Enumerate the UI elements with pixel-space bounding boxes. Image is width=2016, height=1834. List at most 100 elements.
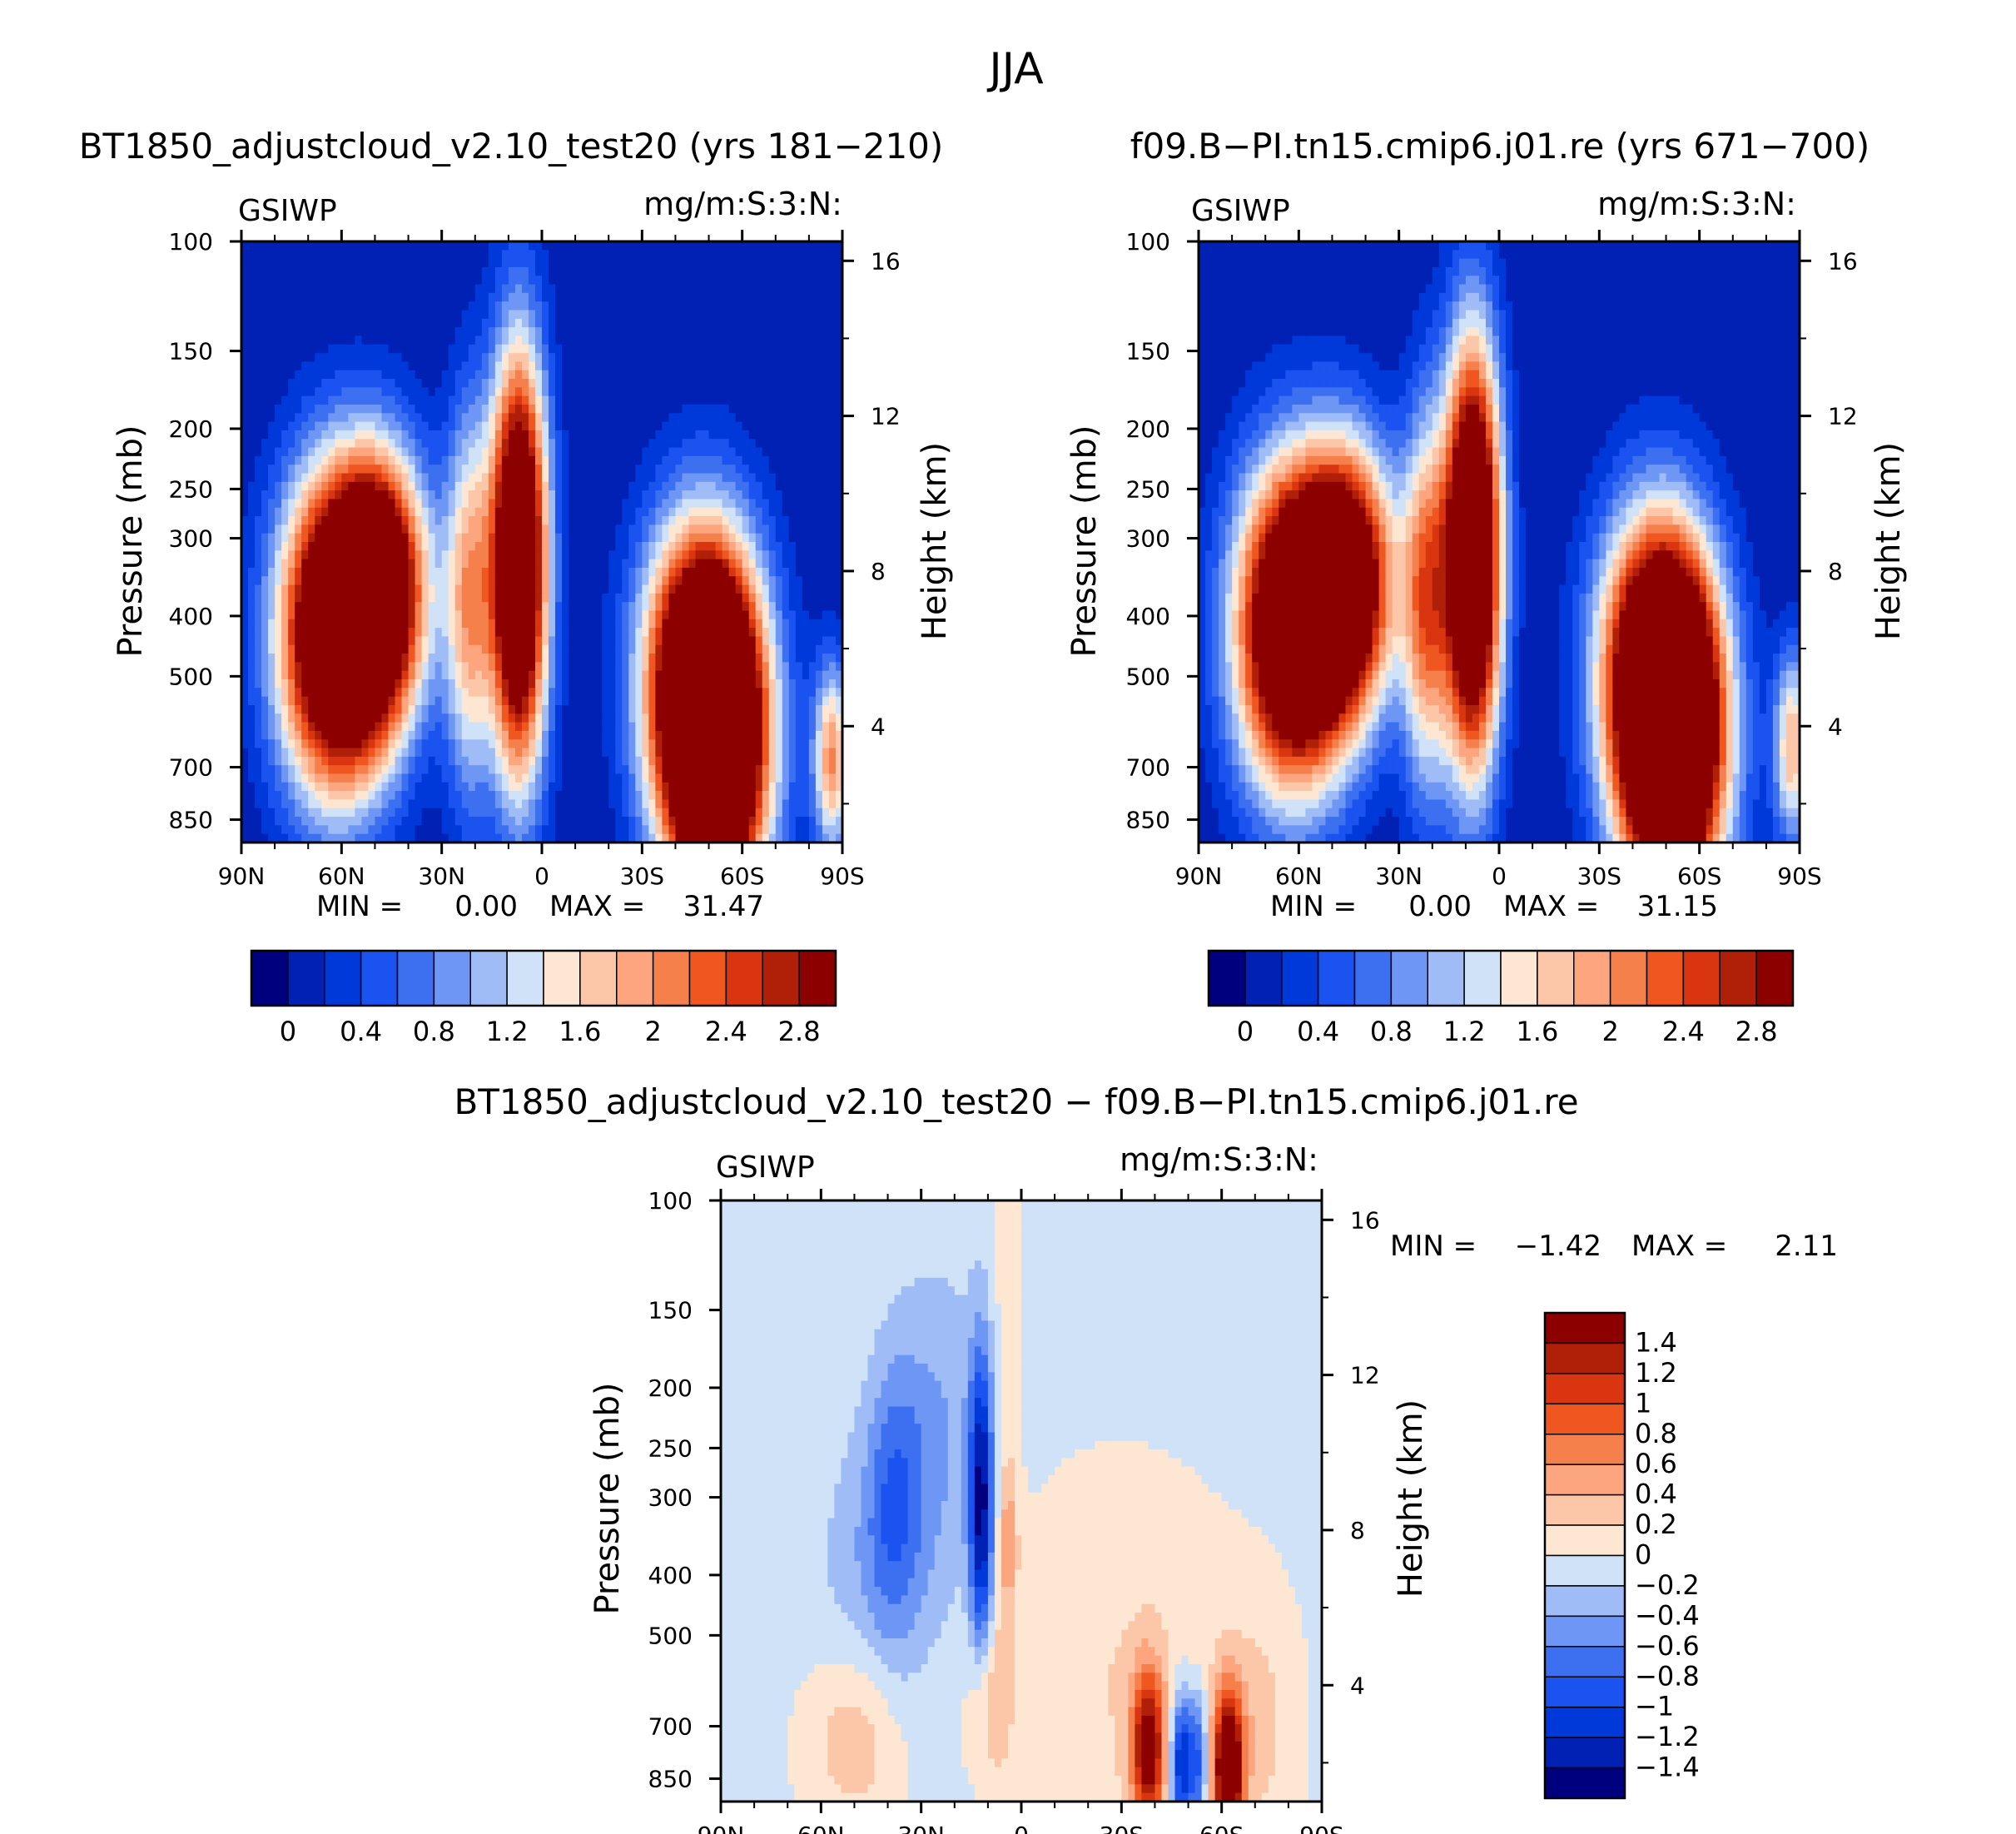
panel-a-field-cell xyxy=(768,644,777,654)
panel-a-field-cell xyxy=(481,430,489,440)
panel-a-field-cell xyxy=(295,301,302,311)
panel-a-field-cell xyxy=(381,559,390,569)
panel-a-field-cell xyxy=(735,284,743,294)
panel-a-field-cell xyxy=(735,679,743,688)
panel-a-field-cell xyxy=(448,335,456,345)
panel-a-field-cell xyxy=(395,490,403,500)
panel-a-field-cell xyxy=(315,636,322,646)
panel-a-field-cell xyxy=(708,481,717,491)
panel-a-field-cell xyxy=(708,276,717,286)
panel-a-field-cell xyxy=(268,413,276,423)
panel-a-field-cell xyxy=(474,404,483,414)
panel-a-field-cell xyxy=(655,241,663,251)
panel-a-field-cell xyxy=(315,465,322,475)
panel-a-field-cell xyxy=(474,250,483,260)
panel-a-field-cell xyxy=(388,481,396,491)
panel-a-field-cell xyxy=(521,404,529,414)
panel-a-field-cell xyxy=(768,628,777,638)
panel-a-field-cell xyxy=(728,593,737,603)
panel-a-field-cell xyxy=(715,473,723,483)
panel-a-field-cell xyxy=(695,644,703,654)
panel-a-field-cell xyxy=(501,654,509,663)
panel-a-field-cell xyxy=(602,318,609,328)
panel-a-field-cell xyxy=(615,344,623,354)
panel-a-field-cell xyxy=(355,516,362,525)
panel-a-field-cell xyxy=(582,542,589,551)
panel-a-field-cell xyxy=(301,353,309,362)
panel-a-field-cell xyxy=(722,361,730,371)
panel-a-field-cell xyxy=(569,516,576,525)
panel-a-field-cell xyxy=(828,447,837,457)
panel-a-field-cell xyxy=(575,241,583,251)
panel-a-field-cell xyxy=(301,413,309,423)
panel-a-field-cell xyxy=(835,481,843,491)
panel-a-field-cell xyxy=(655,559,663,569)
panel-a-field-cell xyxy=(501,250,509,260)
panel-a-field-cell xyxy=(454,379,463,388)
panel-a-field-cell xyxy=(588,516,596,525)
panel-a-field-cell xyxy=(748,284,757,294)
panel-a-field-cell xyxy=(388,439,396,449)
panel-a-field-cell xyxy=(281,654,289,663)
panel-a-field-cell xyxy=(622,490,629,500)
panel-a-field-cell xyxy=(569,524,576,534)
panel-a-field-cell xyxy=(534,688,543,698)
panel-a-field-cell xyxy=(775,670,783,680)
panel-a-field-cell xyxy=(315,559,322,569)
panel-a-field-cell xyxy=(635,379,643,388)
panel-a-field-cell xyxy=(401,266,410,276)
panel-a-field-cell xyxy=(275,370,282,380)
panel-a-field-cell xyxy=(822,430,830,440)
panel-a-field-cell xyxy=(434,310,443,320)
panel-a-field-cell xyxy=(668,430,677,440)
panel-a-field-cell xyxy=(775,335,783,345)
panel-a-field-cell xyxy=(301,644,309,654)
panel-a-field-cell xyxy=(268,584,276,594)
panel-a-field-cell xyxy=(602,465,609,475)
panel-a-field-cell xyxy=(655,301,663,311)
panel-a-field-cell xyxy=(328,602,335,612)
panel-a-field-cell xyxy=(434,507,443,517)
panel-a-field-cell xyxy=(494,276,503,286)
panel-a-field-cell xyxy=(635,524,643,534)
panel-a-field-cell xyxy=(642,292,649,302)
panel-a-field-cell xyxy=(308,688,315,698)
panel-a-field-cell xyxy=(248,507,256,517)
panel-a-field-cell xyxy=(768,439,777,449)
panel-a-field-cell xyxy=(454,481,463,491)
panel-a-field-cell xyxy=(768,395,777,405)
panel-a-field-cell xyxy=(675,533,683,543)
panel-a-field-cell xyxy=(348,430,355,440)
panel-a-field-cell xyxy=(454,602,463,612)
panel-a-field-cell xyxy=(795,593,803,603)
panel-a-field-cell xyxy=(488,473,496,483)
panel-a-field-cell xyxy=(514,593,523,603)
panel-a-field-cell xyxy=(662,465,670,475)
panel-a-field-cell xyxy=(775,258,783,268)
panel-a-field-cell xyxy=(668,490,677,500)
panel-a-field-cell xyxy=(474,379,483,388)
panel-a-field-cell xyxy=(628,516,636,525)
panel-a-field-cell xyxy=(768,542,777,551)
panel-a-field-cell xyxy=(315,335,322,345)
panel-a-field-cell xyxy=(655,670,663,680)
panel-a-field-cell xyxy=(335,602,342,612)
panel-a-field-cell xyxy=(521,327,529,337)
panel-a-field-cell xyxy=(454,430,463,440)
panel-a-field-cell xyxy=(241,619,249,629)
panel-a-field-cell xyxy=(655,276,663,286)
panel-a-field-cell xyxy=(795,654,803,663)
panel-a-field-cell xyxy=(275,644,282,654)
panel-a-field-cell xyxy=(275,292,282,302)
panel-a-field-cell xyxy=(742,455,750,465)
panel-a-field-cell xyxy=(748,395,757,405)
panel-a-field-cell xyxy=(241,516,249,525)
panel-a-field-cell xyxy=(582,310,589,320)
panel-a-field-cell xyxy=(708,654,717,663)
panel-a-field-cell xyxy=(501,241,509,251)
panel-a-field-cell xyxy=(375,550,383,560)
panel-a-field-cell xyxy=(335,559,342,569)
panel-a-field-cell xyxy=(261,404,269,414)
panel-a-field-cell xyxy=(461,310,469,320)
panel-a-field-cell xyxy=(428,284,436,294)
